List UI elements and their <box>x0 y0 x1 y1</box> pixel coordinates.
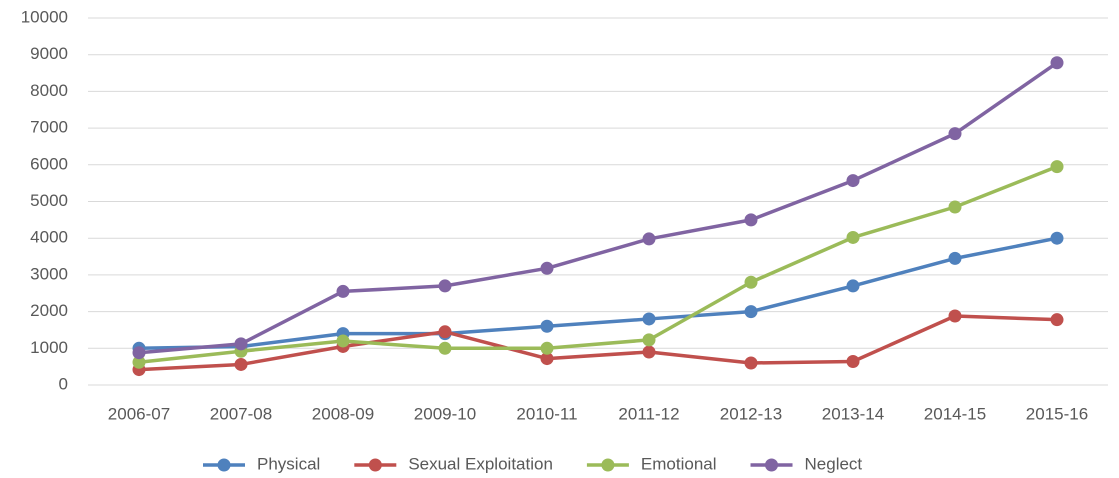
x-tick-label: 2006-07 <box>108 404 170 423</box>
data-point <box>438 279 452 293</box>
series-line <box>138 314 1058 372</box>
data-point <box>642 232 656 246</box>
data-point <box>234 337 248 351</box>
data-point <box>744 213 758 227</box>
data-point <box>744 356 758 370</box>
y-tick-label: 3000 <box>30 264 68 283</box>
y-tick-label: 10000 <box>21 7 68 26</box>
data-point <box>540 341 554 355</box>
data-point <box>744 305 758 319</box>
data-point <box>744 275 758 289</box>
data-point <box>948 127 962 141</box>
data-point <box>540 319 554 333</box>
series-line <box>138 236 1058 351</box>
data-point <box>642 333 656 347</box>
legend-marker <box>217 458 231 472</box>
x-tick-label: 2009-10 <box>414 404 476 423</box>
x-tick-label: 2010-11 <box>516 404 577 423</box>
data-point <box>336 334 350 348</box>
data-point <box>234 357 248 371</box>
legend-marker <box>368 458 382 472</box>
x-tick-label: 2011-12 <box>618 404 679 423</box>
legend-label: Neglect <box>805 454 863 473</box>
data-point <box>846 230 860 244</box>
series-line <box>138 61 1058 355</box>
x-tick-label: 2007-08 <box>210 404 272 423</box>
data-point <box>540 352 554 366</box>
x-tick-label: 2012-13 <box>720 404 782 423</box>
data-point <box>846 279 860 293</box>
data-point <box>540 261 554 275</box>
y-tick-label: 2000 <box>30 301 68 320</box>
data-point <box>1050 160 1064 174</box>
y-tick-label: 0 <box>59 374 68 393</box>
data-point <box>1050 313 1064 327</box>
data-point <box>336 284 350 298</box>
data-point <box>1050 231 1064 245</box>
y-tick-label: 5000 <box>30 191 68 210</box>
x-tick-label: 2015-16 <box>1026 404 1088 423</box>
legend-marker <box>765 458 779 472</box>
y-tick-label: 4000 <box>30 228 68 247</box>
legend-label: Physical <box>257 454 320 473</box>
y-tick-label: 7000 <box>30 118 68 137</box>
legend-label: Emotional <box>641 454 717 473</box>
x-tick-label: 2008-09 <box>312 404 374 423</box>
data-point <box>132 346 146 360</box>
legend-marker <box>601 458 615 472</box>
x-tick-label: 2014-15 <box>924 404 986 423</box>
data-point <box>846 355 860 369</box>
y-tick-label: 1000 <box>30 338 68 357</box>
x-tick-label: 2013-14 <box>822 404 884 423</box>
y-tick-label: 9000 <box>30 44 68 63</box>
series-line <box>138 165 1058 364</box>
y-tick-label: 6000 <box>30 154 68 173</box>
data-point <box>438 341 452 355</box>
data-point <box>642 345 656 359</box>
data-point <box>948 200 962 214</box>
data-point <box>132 355 146 369</box>
data-point <box>948 251 962 265</box>
data-point <box>1050 56 1064 70</box>
data-point <box>846 174 860 188</box>
y-tick-label: 8000 <box>30 81 68 100</box>
data-point <box>642 312 656 326</box>
data-point <box>438 325 452 339</box>
data-point <box>948 309 962 323</box>
legend-label: Sexual Exploitation <box>408 454 553 473</box>
